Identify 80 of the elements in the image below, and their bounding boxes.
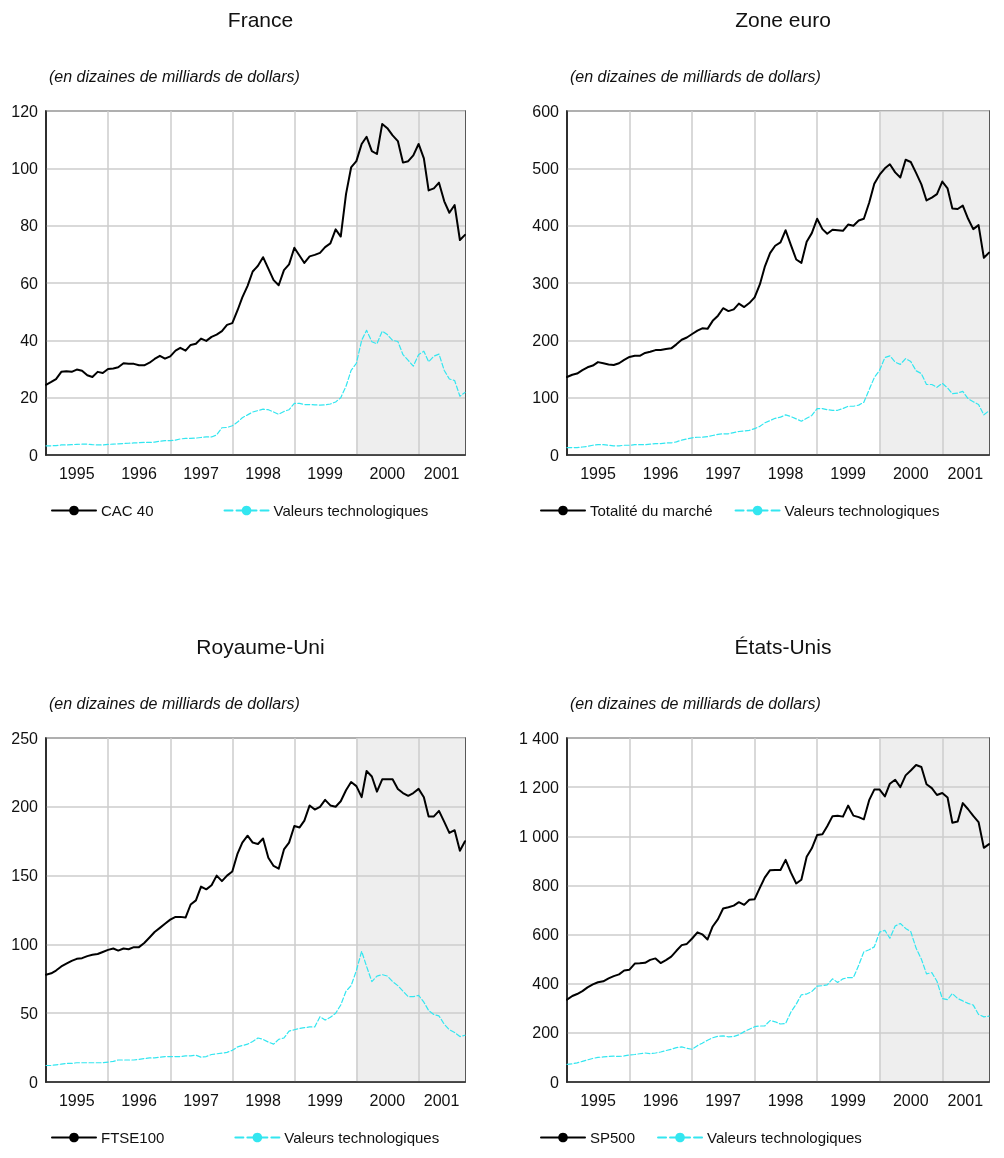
y-tick-label: 0 [29, 1073, 39, 1091]
y-tick-label: 120 [11, 102, 39, 120]
y-tick-label: 1 200 [518, 778, 560, 796]
y-tick-label: 0 [550, 446, 560, 464]
chart-subtitle: (en dizaines de milliards de dollars) [49, 67, 300, 85]
line-series [45, 122, 466, 386]
line-series [45, 770, 466, 976]
x-tick-label: 1997 [705, 1091, 742, 1109]
x-tick-label: 1998 [245, 464, 281, 482]
y-tick-label: 600 [532, 926, 560, 944]
y-tick-label: 100 [11, 159, 39, 177]
y-tick-label: 50 [20, 1004, 39, 1022]
y-tick-label: 60 [20, 274, 39, 292]
chart-subtitle: (en dizaines de milliards de dollars) [49, 694, 300, 712]
y-tick-label: 400 [532, 975, 560, 993]
line-series [566, 158, 990, 379]
x-tick-label: 2001 [947, 1091, 984, 1109]
x-tick-label: 1999 [830, 1091, 866, 1109]
y-tick-label: 20 [20, 389, 39, 407]
x-tick-label: 1995 [580, 1091, 616, 1109]
y-tick-label: 1 400 [518, 729, 560, 747]
legend-label: Totalité du marché [590, 502, 713, 519]
line-series [566, 922, 990, 1065]
line-series [566, 764, 990, 1001]
x-tick-label: 1995 [58, 464, 95, 482]
y-tick-label: 100 [11, 935, 39, 953]
x-tick-label: 1997 [705, 464, 742, 482]
line-series [45, 329, 466, 447]
legend-label: FTSE100 [101, 1129, 165, 1146]
legend-label: Valeurs technologiques [284, 1129, 440, 1146]
chart-title: France [227, 8, 294, 31]
y-tick-label: 300 [532, 274, 560, 292]
x-tick-label: 1996 [642, 464, 679, 482]
line-series [45, 950, 466, 1067]
x-tick-label: 2001 [947, 464, 984, 482]
y-tick-label: 250 [11, 729, 39, 747]
legend-label: CAC 40 [101, 502, 154, 519]
x-tick-label: 2000 [892, 1091, 929, 1109]
y-tick-label: 500 [532, 159, 560, 177]
x-tick-label: 1995 [580, 464, 616, 482]
y-tick-label: 400 [532, 217, 560, 235]
x-tick-label: 1998 [767, 464, 804, 482]
x-tick-label: 1999 [307, 464, 344, 482]
y-tick-label: 0 [29, 446, 39, 464]
y-tick-label: 200 [532, 331, 560, 349]
legend-label: Valeurs technologiques [784, 502, 940, 519]
x-tick-label: 1998 [767, 1091, 804, 1109]
chart-title: Royaume-Uni [196, 635, 325, 658]
y-tick-label: 0 [550, 1073, 560, 1091]
y-tick-label: 80 [20, 217, 39, 235]
legend-label: SP500 [590, 1129, 636, 1146]
y-tick-label: 1 000 [518, 827, 560, 845]
line-series [566, 355, 990, 449]
chart-subtitle: (en dizaines de milliards de dollars) [570, 694, 821, 712]
x-tick-label: 2000 [369, 1091, 406, 1109]
x-tick-label: 2000 [892, 464, 929, 482]
y-tick-label: 600 [532, 102, 560, 120]
x-tick-label: 1997 [183, 464, 219, 482]
legend-label: Valeurs technologiques [707, 1129, 862, 1146]
y-tick-label: 800 [532, 876, 560, 894]
x-tick-label: 2000 [369, 464, 406, 482]
x-tick-label: 1999 [830, 464, 866, 482]
x-tick-label: 1998 [245, 1091, 281, 1109]
x-tick-label: 1996 [121, 1091, 157, 1109]
chart-title: Zone euro [735, 8, 831, 31]
y-tick-label: 200 [11, 798, 39, 816]
chart-subtitle: (en dizaines de milliards de dollars) [570, 67, 821, 85]
x-tick-label: 2001 [423, 1091, 460, 1109]
x-tick-label: 1997 [183, 1091, 219, 1109]
y-tick-label: 40 [20, 331, 39, 349]
y-tick-label: 100 [532, 389, 560, 407]
y-tick-label: 200 [532, 1024, 560, 1042]
legend-label: Valeurs technologiques [273, 502, 429, 519]
chart-title: États-Unis [734, 635, 832, 658]
y-tick-label: 150 [11, 867, 39, 885]
x-tick-label: 1996 [642, 1091, 679, 1109]
x-tick-label: 2001 [423, 464, 460, 482]
x-tick-label: 1996 [121, 464, 157, 482]
x-tick-label: 1995 [58, 1091, 95, 1109]
x-tick-label: 1999 [307, 1091, 344, 1109]
